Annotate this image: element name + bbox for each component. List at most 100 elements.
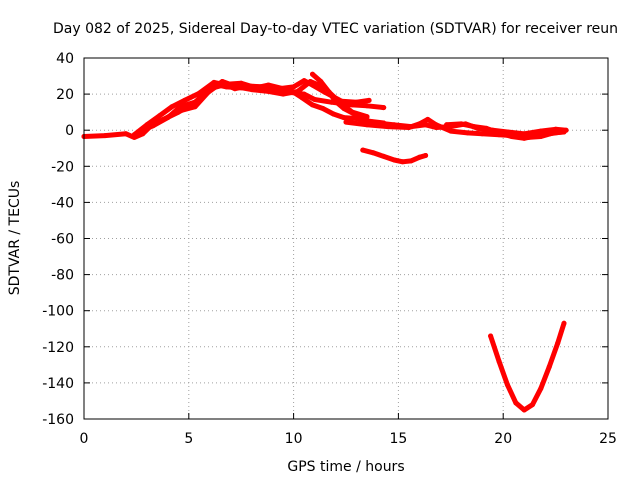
data-point xyxy=(546,131,552,137)
data-point xyxy=(521,135,527,141)
series-track-8 xyxy=(360,147,429,165)
data-point xyxy=(301,78,307,84)
y-tick-label: -20 xyxy=(51,159,74,175)
data-point xyxy=(555,340,561,346)
y-tick-label: 20 xyxy=(56,87,74,103)
data-point xyxy=(333,98,338,104)
x-tick-label: 15 xyxy=(389,431,407,447)
data-point xyxy=(364,122,370,128)
data-point xyxy=(509,134,515,139)
series-track-1 xyxy=(81,82,387,140)
y-tick-label: -80 xyxy=(51,268,74,284)
data-point xyxy=(351,111,357,117)
data-point xyxy=(488,333,494,339)
data-point xyxy=(253,85,259,91)
y-tick-label: -120 xyxy=(42,340,74,356)
data-point xyxy=(561,320,567,326)
data-point xyxy=(458,121,464,127)
x-tick-label: 10 xyxy=(285,431,303,447)
x-tick-label: 25 xyxy=(599,431,617,447)
data-point xyxy=(224,81,229,87)
y-tick-label: -40 xyxy=(51,195,74,211)
x-axis-label: GPS time / hours xyxy=(287,459,404,475)
data-point xyxy=(291,89,297,95)
data-point xyxy=(416,154,422,160)
data-point xyxy=(307,79,313,84)
series-track-9 xyxy=(488,320,567,413)
series-line xyxy=(488,320,567,413)
data-point xyxy=(265,88,271,94)
data-point xyxy=(471,124,477,130)
data-point xyxy=(496,358,502,364)
series-line xyxy=(444,121,565,141)
data-point xyxy=(318,79,324,84)
data-point xyxy=(150,123,156,129)
data-point xyxy=(341,115,347,121)
data-point xyxy=(479,131,485,137)
x-tick-label: 0 xyxy=(80,431,89,447)
data-point xyxy=(400,159,406,165)
data-point xyxy=(385,124,391,130)
data-point xyxy=(341,106,347,111)
data-point xyxy=(165,115,171,121)
data-point xyxy=(423,153,429,158)
data-point xyxy=(312,97,318,102)
x-tick-label: 20 xyxy=(494,431,512,447)
data-point xyxy=(546,364,552,370)
data-point xyxy=(326,89,332,95)
y-axis-label: SDTVAR / TECUs xyxy=(7,181,23,296)
y-tick-label: -100 xyxy=(42,304,74,320)
data-series xyxy=(81,71,569,413)
data-point xyxy=(530,402,535,408)
data-point xyxy=(534,133,540,139)
series-track-7 xyxy=(444,121,565,141)
data-point xyxy=(310,102,315,108)
plot-frame xyxy=(83,57,609,420)
data-point xyxy=(521,407,527,413)
data-point xyxy=(238,80,244,86)
axes: 0 5 10 15 20 25 40 20 0 -20 -40 -60 -80 -100 -120 -140 -… xyxy=(42,51,617,447)
data-point xyxy=(444,122,450,128)
data-point xyxy=(123,131,129,137)
data-point xyxy=(265,82,271,88)
data-point xyxy=(408,158,414,164)
series-line xyxy=(81,82,387,140)
data-point xyxy=(406,125,412,130)
data-point xyxy=(538,385,544,391)
data-point xyxy=(496,130,502,136)
data-point xyxy=(360,147,366,153)
data-point xyxy=(381,153,387,159)
data-point xyxy=(391,157,397,163)
data-point xyxy=(192,99,198,105)
data-point xyxy=(381,105,387,111)
y-tick-label: -140 xyxy=(42,376,74,392)
data-point xyxy=(207,86,213,92)
series-track-4 xyxy=(136,80,387,135)
data-point xyxy=(416,121,422,127)
data-point xyxy=(559,129,565,135)
y-tick-label: -160 xyxy=(42,412,74,428)
data-point xyxy=(330,111,336,117)
data-point xyxy=(354,99,359,105)
data-point xyxy=(465,130,471,136)
data-point xyxy=(366,97,372,103)
data-point xyxy=(504,382,510,388)
data-point xyxy=(192,104,198,110)
data-point xyxy=(299,95,305,101)
data-point xyxy=(433,122,439,128)
data-point xyxy=(182,97,188,103)
data-point xyxy=(177,104,183,110)
data-point xyxy=(136,129,141,135)
x-tick-label: 5 xyxy=(184,431,193,447)
data-point xyxy=(364,103,370,109)
data-point xyxy=(425,116,431,122)
chart-title: Day 082 of 2025, Sidereal Day-to-day VTE… xyxy=(53,21,618,37)
data-point xyxy=(169,104,175,110)
data-point xyxy=(310,71,315,77)
data-point xyxy=(280,86,286,92)
y-tick-label: -60 xyxy=(51,232,74,248)
data-point xyxy=(157,113,162,119)
y-tick-label: 0 xyxy=(65,123,74,139)
data-point xyxy=(370,150,376,156)
